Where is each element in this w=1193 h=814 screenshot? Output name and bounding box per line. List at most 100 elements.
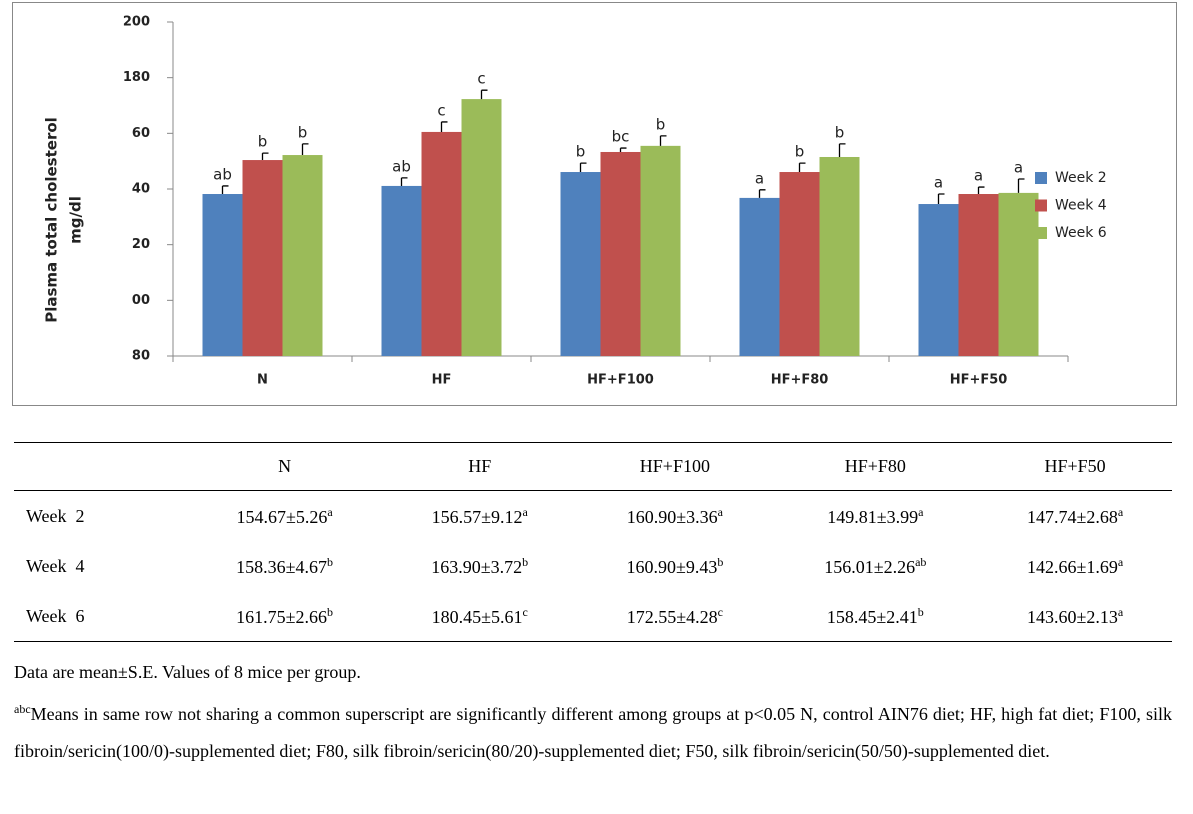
table-row: Week 2 154.67±5.26a 156.57±9.12a 160.90±3.3… bbox=[14, 491, 1172, 542]
cell-superscript: a bbox=[1117, 504, 1124, 519]
significance-letter: a bbox=[974, 167, 983, 185]
cell-superscript: c bbox=[522, 604, 528, 619]
x-tick-label: HF bbox=[432, 373, 452, 388]
bar bbox=[381, 185, 422, 356]
error-bar bbox=[977, 186, 985, 195]
error-bar bbox=[838, 143, 846, 157]
column-header: N bbox=[187, 442, 383, 491]
legend-swatch bbox=[1035, 199, 1047, 212]
table-cell: 156.01±2.26ab bbox=[772, 541, 978, 591]
cell-value: 147.74±2.68 bbox=[1026, 506, 1118, 527]
error-bar bbox=[1017, 178, 1025, 193]
cell-superscript: a bbox=[918, 504, 924, 519]
cell-superscript: b bbox=[522, 554, 529, 569]
bar bbox=[739, 197, 780, 356]
row-label: Week 2 bbox=[26, 505, 85, 526]
x-tick-label: N bbox=[257, 373, 268, 388]
error-bar bbox=[261, 152, 269, 161]
cell-value: 158.45±2.41 bbox=[826, 606, 918, 627]
x-tick-label: HF+F50 bbox=[950, 373, 1008, 388]
column-header: HF bbox=[382, 442, 578, 491]
y-tick-label: 200 bbox=[123, 15, 150, 30]
bar bbox=[202, 194, 243, 356]
table-row: Week 4 158.36±4.67b 163.90±3.72b 160.90±9.4… bbox=[14, 541, 1172, 591]
bar bbox=[421, 131, 462, 356]
table-cell: 160.90±3.36a bbox=[577, 491, 772, 542]
error-bar bbox=[619, 147, 627, 152]
y-tick-label: 20 bbox=[132, 237, 150, 252]
bar bbox=[640, 145, 681, 356]
significance-letter: b bbox=[298, 123, 308, 141]
chart: Plasma total cholesterol mg/dl 80 00 20 40 6… bbox=[12, 2, 1177, 406]
cell-superscript: ab bbox=[915, 554, 927, 569]
table-cell: 142.66±1.69a bbox=[978, 541, 1172, 591]
significance-letter: b bbox=[835, 123, 845, 141]
cell-value: 158.36±4.67 bbox=[236, 556, 328, 577]
legend-swatch bbox=[1035, 172, 1047, 184]
bar bbox=[819, 156, 860, 356]
cell-value: 142.66±1.69 bbox=[1026, 556, 1118, 577]
table-cell: 143.60±2.13a bbox=[978, 591, 1172, 642]
cell-superscript: a bbox=[522, 504, 528, 519]
y-tick-label: 80 bbox=[132, 349, 150, 364]
cell-superscript: b bbox=[327, 604, 334, 619]
error-bar bbox=[937, 193, 945, 205]
bar bbox=[560, 172, 601, 356]
row-label: Week 6 bbox=[26, 605, 85, 626]
corner bbox=[14, 442, 187, 491]
legend-label: Week 6 bbox=[1055, 225, 1107, 241]
legend-label: Week 4 bbox=[1055, 198, 1107, 214]
table-cell: 147.74±2.68a bbox=[978, 491, 1172, 542]
table-cell: 149.81±3.99a bbox=[772, 491, 978, 542]
cell-value: 156.57±9.12 bbox=[431, 506, 523, 527]
bar bbox=[958, 194, 999, 356]
significance-letter: c bbox=[437, 101, 445, 119]
significance-letter: ab bbox=[392, 157, 411, 175]
table-cell: 154.67±5.26a bbox=[187, 491, 382, 542]
y-tick-label: 00 bbox=[132, 293, 150, 308]
significance-letter: bc bbox=[612, 128, 630, 146]
column-header: HF+F100 bbox=[577, 442, 773, 491]
cell-superscript: a bbox=[1117, 604, 1124, 619]
significance-letter: b bbox=[656, 115, 666, 133]
y-tick-label: 60 bbox=[132, 126, 150, 141]
table-cell: 156.57±9.12a bbox=[382, 491, 577, 542]
table-cell: 163.90±3.72b bbox=[382, 541, 577, 591]
table-cell: 160.90±9.43b bbox=[577, 541, 772, 591]
cell-value: 163.90±3.72 bbox=[431, 556, 523, 577]
row-label: Week 4 bbox=[26, 555, 85, 576]
cell-superscript: a bbox=[717, 504, 723, 519]
cell-superscript: b bbox=[327, 554, 334, 569]
error-bar bbox=[301, 143, 309, 156]
cell-superscript: b bbox=[917, 604, 924, 619]
legend-swatch bbox=[1035, 227, 1047, 239]
significance-letter: a bbox=[755, 169, 764, 187]
table-row: Week 6 161.75±2.66b 180.45±5.61c 172.55±4.2… bbox=[14, 591, 1172, 642]
x-tick-label: HF+F100 bbox=[587, 373, 654, 388]
y-tick-label: 180 bbox=[123, 70, 150, 85]
column-header: HF+F50 bbox=[978, 442, 1172, 491]
error-bar bbox=[758, 189, 766, 198]
cell-value: 161.75±2.66 bbox=[236, 606, 328, 627]
cell-value: 143.60±2.13 bbox=[1026, 606, 1118, 627]
significance-letter: b bbox=[258, 133, 268, 151]
bar bbox=[779, 172, 820, 356]
bar bbox=[998, 192, 1039, 356]
significance-letter: ab bbox=[213, 165, 232, 183]
bar bbox=[918, 204, 959, 356]
significance-letter: b bbox=[576, 143, 586, 161]
legend-label: Week 2 bbox=[1055, 170, 1107, 186]
significance-letter: b bbox=[795, 143, 805, 161]
bar bbox=[282, 155, 323, 356]
column-header: HF+F80 bbox=[772, 442, 979, 491]
x-tick-label: HF+F80 bbox=[771, 373, 829, 388]
error-bar bbox=[798, 162, 806, 173]
y-axis-label: Plasma total cholesterol bbox=[43, 117, 61, 323]
cell-value: 172.55±4.28 bbox=[626, 606, 718, 627]
table-cell: 161.75±2.66b bbox=[187, 591, 382, 642]
y-tick-label: 40 bbox=[132, 182, 150, 197]
error-bar bbox=[440, 121, 448, 132]
significance-letter: c bbox=[477, 70, 485, 88]
table-cell: 172.55±4.28c bbox=[577, 591, 772, 642]
cell-value: 149.81±3.99 bbox=[827, 506, 919, 527]
